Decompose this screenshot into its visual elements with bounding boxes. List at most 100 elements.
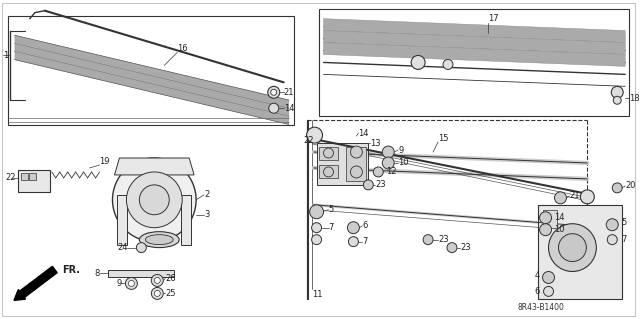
Circle shape bbox=[606, 219, 618, 231]
Text: 23: 23 bbox=[460, 243, 470, 252]
Text: 6: 6 bbox=[362, 221, 368, 230]
Text: 10: 10 bbox=[398, 159, 409, 167]
Text: 19: 19 bbox=[100, 158, 110, 167]
Polygon shape bbox=[118, 195, 127, 245]
Circle shape bbox=[351, 166, 362, 178]
Circle shape bbox=[554, 192, 566, 204]
Text: 16: 16 bbox=[177, 44, 188, 53]
Circle shape bbox=[613, 96, 621, 104]
Polygon shape bbox=[108, 270, 174, 278]
Circle shape bbox=[543, 286, 554, 296]
Circle shape bbox=[611, 86, 623, 98]
Polygon shape bbox=[324, 19, 625, 42]
Circle shape bbox=[447, 243, 457, 253]
Circle shape bbox=[271, 89, 276, 95]
Circle shape bbox=[154, 278, 160, 284]
Polygon shape bbox=[319, 147, 339, 160]
Circle shape bbox=[151, 287, 163, 299]
Circle shape bbox=[411, 56, 425, 70]
Polygon shape bbox=[538, 205, 622, 299]
Circle shape bbox=[373, 167, 383, 177]
Circle shape bbox=[364, 180, 373, 190]
Circle shape bbox=[423, 235, 433, 245]
Text: 10: 10 bbox=[554, 225, 565, 234]
Bar bbox=[21, 173, 28, 180]
Circle shape bbox=[312, 223, 321, 233]
Circle shape bbox=[382, 146, 394, 158]
Text: 13: 13 bbox=[371, 138, 381, 148]
Ellipse shape bbox=[140, 232, 179, 248]
Circle shape bbox=[268, 86, 280, 98]
Text: 14: 14 bbox=[284, 104, 294, 113]
Text: 4: 4 bbox=[534, 271, 540, 280]
Polygon shape bbox=[319, 165, 339, 178]
Circle shape bbox=[125, 278, 138, 289]
Text: 18: 18 bbox=[629, 94, 640, 103]
Circle shape bbox=[151, 274, 163, 286]
Text: 22: 22 bbox=[5, 174, 15, 182]
Text: 12: 12 bbox=[387, 167, 397, 176]
Circle shape bbox=[540, 224, 552, 236]
Circle shape bbox=[310, 205, 324, 219]
Text: 5: 5 bbox=[621, 218, 627, 227]
Text: 7: 7 bbox=[328, 223, 334, 232]
Circle shape bbox=[607, 235, 617, 245]
Text: 3: 3 bbox=[204, 210, 209, 219]
Text: 8: 8 bbox=[94, 269, 100, 278]
Circle shape bbox=[324, 148, 333, 158]
Circle shape bbox=[307, 127, 323, 143]
Bar bbox=[29, 173, 36, 180]
Polygon shape bbox=[317, 143, 369, 185]
Text: 23: 23 bbox=[438, 235, 449, 244]
Text: 8R43-B1400: 8R43-B1400 bbox=[518, 303, 564, 312]
Circle shape bbox=[136, 243, 147, 253]
Circle shape bbox=[348, 222, 360, 234]
Polygon shape bbox=[15, 43, 289, 116]
Text: 20: 20 bbox=[625, 182, 636, 190]
Circle shape bbox=[312, 235, 321, 245]
Text: 17: 17 bbox=[488, 14, 499, 23]
Text: 1: 1 bbox=[3, 51, 8, 60]
Polygon shape bbox=[324, 31, 625, 55]
Text: 7: 7 bbox=[621, 235, 627, 244]
Ellipse shape bbox=[145, 235, 173, 245]
Polygon shape bbox=[543, 210, 557, 228]
Bar bbox=[319, 9, 629, 116]
Text: 5: 5 bbox=[328, 205, 334, 214]
Polygon shape bbox=[181, 195, 191, 245]
Circle shape bbox=[612, 183, 622, 193]
Circle shape bbox=[154, 290, 160, 296]
Circle shape bbox=[559, 234, 586, 262]
Circle shape bbox=[348, 237, 358, 247]
Polygon shape bbox=[115, 158, 194, 175]
Bar bbox=[18, 170, 50, 192]
Text: FR.: FR. bbox=[61, 264, 80, 275]
Circle shape bbox=[324, 167, 333, 177]
Text: 14: 14 bbox=[358, 129, 369, 137]
Bar bbox=[307, 120, 308, 299]
Circle shape bbox=[129, 280, 134, 286]
Text: 2: 2 bbox=[204, 190, 209, 199]
Text: 6: 6 bbox=[534, 287, 540, 296]
Text: 15: 15 bbox=[438, 134, 449, 143]
Text: 21: 21 bbox=[284, 88, 294, 97]
Circle shape bbox=[580, 190, 595, 204]
Circle shape bbox=[548, 224, 596, 271]
Text: 9: 9 bbox=[398, 145, 403, 154]
Circle shape bbox=[127, 172, 182, 228]
Text: 21: 21 bbox=[570, 191, 580, 200]
Text: 11: 11 bbox=[312, 290, 322, 299]
Text: 7: 7 bbox=[362, 237, 368, 246]
Circle shape bbox=[140, 185, 169, 215]
Text: 14: 14 bbox=[554, 213, 565, 222]
Circle shape bbox=[540, 212, 552, 224]
Text: 24: 24 bbox=[117, 243, 127, 252]
Circle shape bbox=[543, 271, 554, 284]
FancyArrow shape bbox=[14, 266, 57, 300]
Circle shape bbox=[113, 158, 196, 241]
Circle shape bbox=[351, 146, 362, 158]
Polygon shape bbox=[15, 51, 289, 124]
Polygon shape bbox=[346, 147, 366, 181]
Text: 26: 26 bbox=[165, 274, 176, 283]
Polygon shape bbox=[15, 35, 289, 108]
